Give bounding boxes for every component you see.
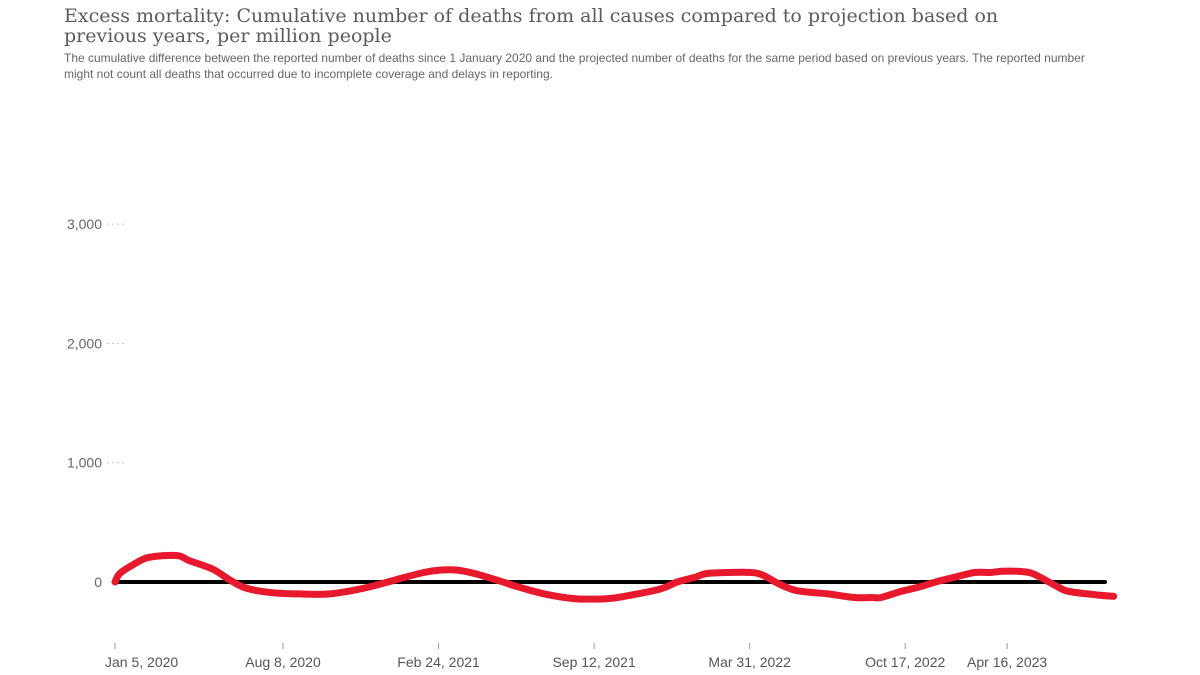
series-line <box>111 551 1118 603</box>
x-tick-label: Oct 17, 2022 <box>865 654 945 670</box>
y-tick-label: 1,000 <box>67 455 102 471</box>
y-tick-label: 2,000 <box>67 335 102 351</box>
y-axis: 0 1,000 2,000 3,000 <box>67 216 125 590</box>
x-axis: Jan 5, 2020 Aug 8, 2020 Feb 24, 2021 Sep 12… <box>105 643 1047 670</box>
chart-subtitle: The cumulative difference between the re… <box>64 51 1085 81</box>
y-tick-label: 3,000 <box>67 216 102 232</box>
x-tick-label: Aug 8, 2020 <box>245 654 321 670</box>
x-tick-label: Jan 5, 2020 <box>105 654 178 670</box>
chart-title: Excess mortality: Cumulative number of d… <box>64 5 999 47</box>
x-tick-label: Apr 16, 2023 <box>967 654 1047 670</box>
x-tick-label: Mar 31, 2022 <box>708 654 791 670</box>
y-tick-label: 0 <box>94 574 102 590</box>
plot-area <box>111 551 1118 603</box>
x-tick-label: Sep 12, 2021 <box>552 654 636 670</box>
x-tick-label: Feb 24, 2021 <box>397 654 480 670</box>
